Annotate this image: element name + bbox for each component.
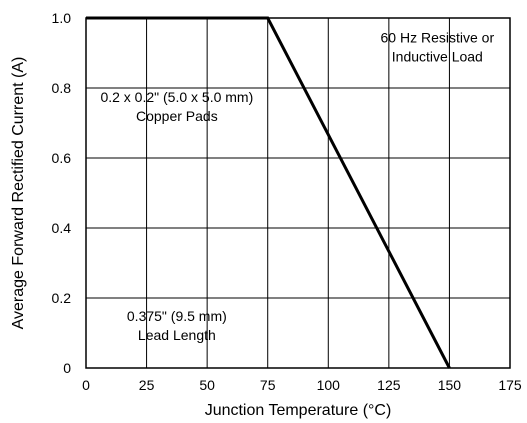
annotation-line: 60 Hz Resistive or [381,30,495,46]
x-tick-label: 0 [82,377,90,393]
annotation-line: Lead Length [138,327,216,343]
plot-frame [85,17,511,369]
y-tick-label: 1.0 [52,10,72,26]
x-tick-label: 25 [139,377,155,393]
y-tick-labels: 0 0.2 0.4 0.6 0.8 1.0 [52,10,72,376]
annotation-line: 0.2 x 0.2" (5.0 x 5.0 mm) [100,89,253,105]
x-tick-label: 75 [260,377,276,393]
x-tick-label: 150 [438,377,462,393]
x-axis-label: Junction Temperature (°C) [205,402,392,419]
annotation-line: Inductive Load [392,49,483,65]
annotation: 60 Hz Resistive or Inductive Load [381,30,495,65]
x-tick-labels: 0 25 50 75 100 125 150 175 [82,377,522,393]
x-tick-label: 125 [377,377,401,393]
annotations: 60 Hz Resistive or Inductive Load 0.2 x 0.… [100,30,494,343]
annotation: 0.2 x 0.2" (5.0 x 5.0 mm) Copper Pads [100,89,253,124]
annotation-line: Copper Pads [136,108,218,124]
y-tick-label: 0.2 [52,290,72,306]
annotation-line: 0.375" (9.5 mm) [127,308,227,324]
y-tick-label: 0.4 [52,220,72,236]
x-tick-label: 175 [498,377,522,393]
annotation: 0.375" (9.5 mm) Lead Length [127,308,227,343]
x-tick-label: 100 [317,377,341,393]
y-axis-label: Average Forward Rectified Current (A) [10,57,27,330]
y-tick-label: 0.8 [52,80,72,96]
y-tick-label: 0 [63,360,71,376]
y-tick-label: 0.6 [52,150,72,166]
x-tick-label: 50 [199,377,215,393]
